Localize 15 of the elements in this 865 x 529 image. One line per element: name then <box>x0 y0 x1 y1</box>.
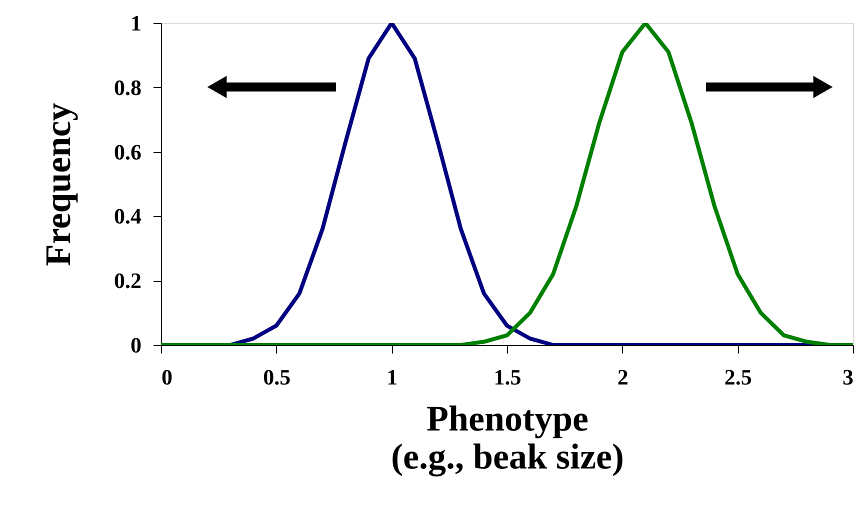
x-tick-label: 3 <box>842 364 854 390</box>
y-tick-label: 0.6 <box>114 139 142 164</box>
y-tick-label: 0.8 <box>114 74 142 100</box>
y-tick-label: 0.4 <box>114 204 142 229</box>
x-tick-label: 1 <box>386 364 398 390</box>
x-tick-label: 1.5 <box>494 364 522 390</box>
x-tick-label: 0.5 <box>263 364 291 390</box>
y-tick-label: 0 <box>130 332 142 358</box>
x-tick-label: 0 <box>162 364 172 390</box>
x-tick-label: 2 <box>617 364 628 390</box>
x-axis-title: Phenotype (e.g., beak size) <box>391 398 624 476</box>
y-axis-title: Frequency <box>38 102 78 266</box>
x-tick-label: 2.5 <box>724 364 752 390</box>
y-tick-label: 0.2 <box>114 268 142 294</box>
y-tick-label: 1 <box>130 10 142 36</box>
